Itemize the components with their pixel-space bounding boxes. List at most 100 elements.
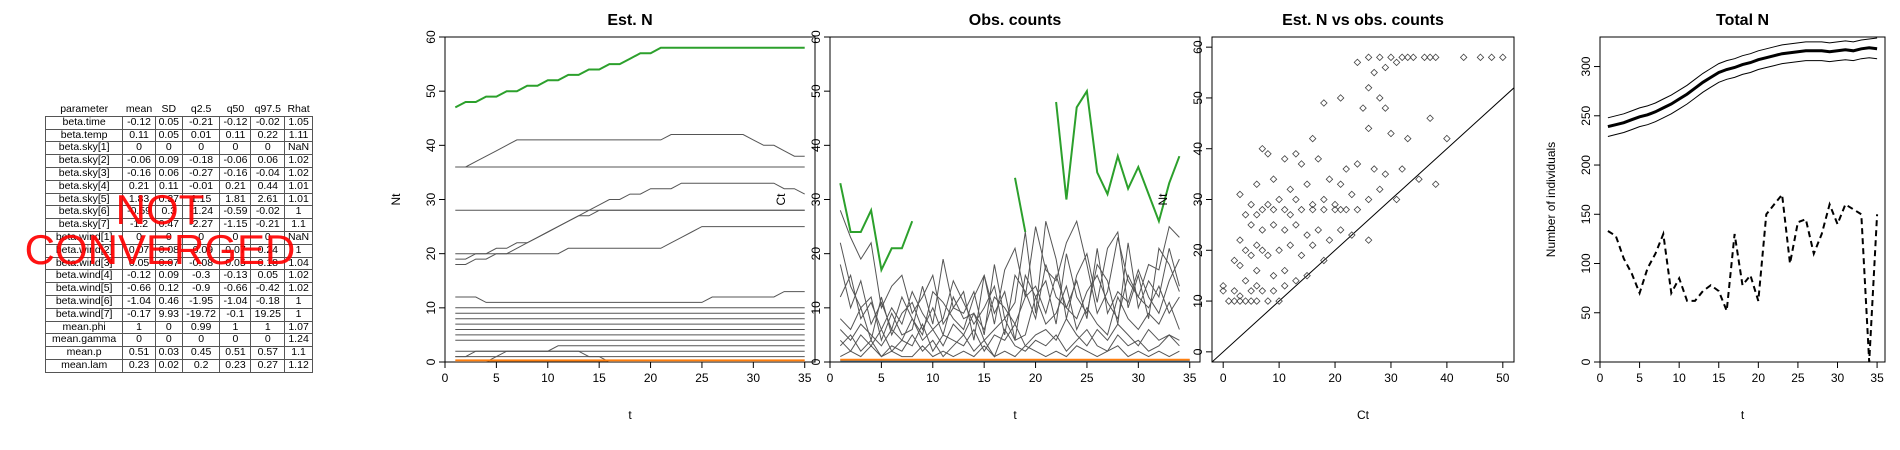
value-cell: 0.05 xyxy=(219,257,251,271)
value-cell: 0.21 xyxy=(122,180,156,194)
value-cell: 1 xyxy=(284,244,313,258)
value-cell: 0.22 xyxy=(250,129,285,143)
x-tick-label: 15 xyxy=(592,371,606,385)
data-point xyxy=(1258,246,1267,255)
parameter-name-cell: beta.wind[4] xyxy=(44,270,123,284)
value-cell: 0 xyxy=(122,231,156,245)
x-tick-label: 20 xyxy=(1328,371,1342,385)
data-point xyxy=(1252,297,1261,305)
value-cell: 0.46 xyxy=(154,295,183,309)
data-point xyxy=(1431,180,1440,189)
value-cell: 0 xyxy=(181,142,220,156)
data-point xyxy=(1403,53,1412,62)
value-cell: 0.07 xyxy=(154,257,183,271)
series-line-8 xyxy=(839,317,1180,353)
value-cell: -19.72 xyxy=(181,308,220,322)
value-cell: 0.2 xyxy=(181,359,220,373)
data-point xyxy=(1303,271,1311,280)
parameter-name-cell: beta.wind[2] xyxy=(44,244,123,258)
x-tick-label: 25 xyxy=(1791,371,1805,385)
x-tick-label: 15 xyxy=(977,371,991,385)
data-point xyxy=(1459,53,1468,62)
series-line-0 xyxy=(1607,37,1878,119)
value-cell: 0.08 xyxy=(154,244,183,258)
parameter-name-cell: beta.wind[3] xyxy=(44,257,123,271)
value-cell: 0.11 xyxy=(219,129,251,143)
value-cell: -0.59 xyxy=(219,206,251,220)
y-tick-label: 20 xyxy=(424,247,438,261)
data-point xyxy=(1247,297,1255,305)
value-cell: NaN xyxy=(284,231,313,245)
data-point xyxy=(1280,226,1289,234)
value-cell: -0.06 xyxy=(219,154,251,168)
data-point xyxy=(1292,276,1300,285)
data-point xyxy=(1342,165,1350,173)
table-row: beta.wind[3] 0.05 0.07 -0.08 0.05 0.18 1.04 xyxy=(44,257,313,271)
table-row: beta.wind[4] -0.12 0.09 -0.3 -0.13 0.05 1.02 xyxy=(44,270,313,284)
y-tick-label: 200 xyxy=(1579,155,1593,175)
data-point xyxy=(1225,297,1233,305)
value-cell: 1.81 xyxy=(219,193,251,207)
value-cell: 1.1 xyxy=(284,346,313,360)
data-point xyxy=(1303,180,1311,189)
x-tick-label: 50 xyxy=(1496,371,1510,385)
y-axis-label: Nt xyxy=(1156,193,1170,206)
parameter-name-cell: beta.sky[2] xyxy=(44,154,123,168)
chart-est-n: Est. N 0 5 10 15 20 25 30 35 0 10 20 30 40 50 60 t Nt xyxy=(389,12,816,422)
x-axis-label: t xyxy=(628,408,632,422)
value-cell: 2.61 xyxy=(250,193,285,207)
value-cell: 1.05 xyxy=(284,115,313,130)
table-row: beta.wind[7] -0.17 9.93 -19.72 -0.1 19.25 1 xyxy=(44,308,313,322)
value-cell: 1.02 xyxy=(284,167,313,181)
value-cell: 1 xyxy=(284,295,313,309)
value-cell: 1.01 xyxy=(284,180,313,194)
data-point xyxy=(1303,231,1311,239)
data-point xyxy=(1426,53,1434,62)
data-point xyxy=(1286,210,1295,219)
data-point xyxy=(1320,205,1328,214)
value-cell: 0.57 xyxy=(250,346,285,360)
data-point xyxy=(1381,170,1390,178)
y-tick-label: 0 xyxy=(1579,358,1593,365)
data-point xyxy=(1443,134,1451,143)
series-line-1 xyxy=(1607,46,1878,129)
value-cell: 0 xyxy=(154,334,183,348)
value-cell: -0.04 xyxy=(250,167,285,181)
table-row: beta.wind[5] -0.66 0.12 -0.9 -0.66 -0.42 1.02 xyxy=(44,282,313,296)
value-cell: -0.08 xyxy=(181,257,220,271)
value-cell: 0.11 xyxy=(122,129,156,143)
data-point xyxy=(1348,231,1356,239)
chart-title: Est. N vs obs. counts xyxy=(1282,12,1444,29)
data-point xyxy=(1297,160,1306,168)
data-point xyxy=(1230,256,1239,265)
data-point xyxy=(1280,282,1289,290)
x-axis-label: t xyxy=(1013,408,1017,422)
data-point xyxy=(1252,266,1261,275)
parameter-name-cell: beta.sky[5] xyxy=(44,193,123,207)
value-cell: -0.12 xyxy=(122,270,156,284)
parameter-name-cell: beta.sky[1] xyxy=(44,142,123,156)
value-cell: -1.24 xyxy=(181,206,220,220)
data-point xyxy=(1280,155,1289,163)
chart-title: Obs. counts xyxy=(969,12,1062,29)
value-cell: -1.15 xyxy=(219,218,251,232)
data-point xyxy=(1241,210,1250,219)
value-cell: 1.02 xyxy=(284,270,313,284)
data-point xyxy=(1308,200,1317,209)
data-point xyxy=(1236,190,1244,199)
data-point xyxy=(1364,124,1373,133)
column-header-0: parameter xyxy=(60,103,109,115)
data-point xyxy=(1364,195,1373,204)
column-header-4: q50 xyxy=(226,103,245,115)
y-tick-label: 0 xyxy=(424,358,438,365)
y-tick-label: 0 xyxy=(1191,348,1205,355)
value-cell: 0.44 xyxy=(250,180,285,194)
y-tick-label: 100 xyxy=(1579,253,1593,273)
data-point xyxy=(1275,297,1283,305)
value-cell: -0.42 xyxy=(250,282,285,296)
data-point xyxy=(1269,287,1278,295)
series-line-7 xyxy=(455,291,805,303)
y-tick-label: 40 xyxy=(1191,142,1205,156)
value-cell: 0.05 xyxy=(250,270,285,284)
x-tick-label: 25 xyxy=(695,371,709,385)
